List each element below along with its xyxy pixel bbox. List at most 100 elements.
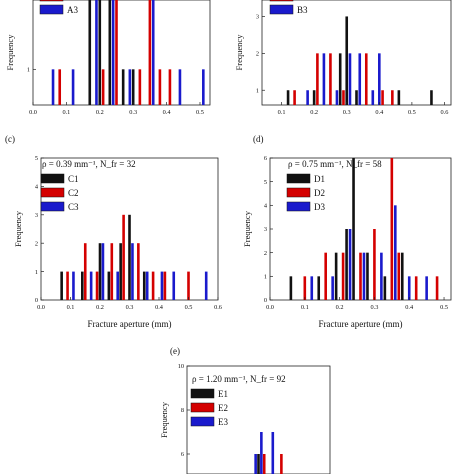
y-tick-label: 3	[35, 212, 38, 219]
bar-blue	[116, 271, 119, 300]
y-tick-label: 0	[264, 297, 267, 304]
x-tick-label: 0.4	[163, 109, 172, 116]
bar-red	[341, 252, 345, 300]
bar-red	[342, 90, 345, 105]
x-tick-label: 0.5	[440, 304, 448, 311]
x-tick-label: 0.0	[266, 304, 274, 311]
bar-black	[81, 271, 84, 300]
bar-black	[334, 252, 338, 300]
bar-red	[148, 0, 152, 105]
y-tick-label: 10	[178, 363, 184, 370]
legend-label: E3	[218, 417, 228, 427]
y-tick-label: 8	[181, 407, 184, 414]
bar-black	[383, 276, 387, 300]
bar-black	[88, 0, 92, 105]
bar-red	[373, 229, 376, 300]
bar-black	[142, 271, 146, 300]
x-tick-label: 0.1	[301, 304, 309, 311]
bar-black	[352, 158, 355, 300]
bar-black	[345, 229, 348, 300]
chart-panel-3: 0.0 0.1 0.2 0.3 0.4 0.5 0 1 2 3 4 5 6 Frequency Fractu…	[242, 134, 452, 329]
panel-tag: (c)	[5, 134, 15, 144]
plot-frame	[186, 365, 331, 474]
legend-label: E2	[218, 403, 228, 413]
legend-swatch	[39, 0, 64, 2]
y-tick-label: 5	[35, 155, 38, 162]
bar-blue	[172, 271, 176, 300]
chart-annotation: ρ = 1.20 mm⁻¹, N_fr = 92	[192, 374, 286, 384]
bar-red	[158, 69, 162, 105]
y-tick-label: 2	[264, 250, 267, 257]
bar-blue	[160, 271, 164, 300]
x-tick-label: 0.3	[343, 109, 351, 116]
x-tick-label: 0.1	[278, 109, 286, 116]
bar-blue	[254, 454, 257, 474]
y-tick-label: 0	[35, 297, 38, 304]
bar-red	[303, 276, 307, 300]
bar-black	[430, 90, 433, 105]
x-axis-label: Fracture aperture (mm)	[88, 319, 172, 329]
y-tick-label: 3	[264, 226, 267, 233]
legend-swatch	[286, 201, 311, 212]
chart-panel-0: 0.0 0.1 0.2 0.3 0.4 0.5 1 Frequency A3	[5, 0, 211, 116]
bar-red	[95, 271, 99, 300]
legend-swatch	[190, 388, 215, 399]
legend-swatch	[40, 201, 65, 212]
bar-blue	[260, 432, 263, 474]
chart-annotation: ρ = 0.39 mm⁻¹, N_fr = 32	[42, 159, 136, 169]
bar-red	[293, 90, 296, 105]
bar-blue	[371, 90, 375, 105]
bar-red	[110, 243, 114, 300]
y-tick-label: 6	[264, 155, 267, 162]
legend-swatch	[190, 402, 215, 413]
chart-panel-4: 6 8 10 Frequency (e) ρ = 1.20 mm⁻¹, N_fr = 92…	[159, 346, 331, 474]
bar-blue	[204, 271, 208, 300]
y-tick-label: 5	[264, 179, 267, 186]
x-tick-label: 0.5	[408, 109, 416, 116]
plot-frame	[261, 0, 452, 106]
x-tick-label: 0.3	[129, 109, 137, 116]
bar-black	[317, 276, 321, 300]
bar-red	[58, 69, 62, 105]
bar-red	[359, 252, 362, 300]
bar-red	[329, 53, 332, 105]
x-tick-label: 0.5	[196, 109, 204, 116]
bar-black	[128, 214, 131, 300]
bar-blue	[101, 243, 105, 300]
bar-blue	[151, 0, 155, 105]
bar-blue	[407, 276, 411, 300]
bar-red	[364, 53, 368, 105]
bar-red	[280, 454, 283, 474]
bar-red	[262, 454, 266, 474]
bar-blue	[51, 69, 55, 105]
legend-swatch	[39, 4, 64, 15]
bar-black	[107, 271, 111, 300]
bar-blue	[378, 53, 381, 105]
panel-tag: (e)	[170, 346, 180, 356]
bar-red	[435, 276, 439, 300]
x-tick-label: 0.2	[96, 304, 104, 311]
bar-blue	[89, 271, 93, 300]
x-axis-label: Fracture aperture (mm)	[319, 319, 403, 329]
legend-label: C3	[68, 202, 79, 212]
y-tick-label: 1	[27, 67, 30, 74]
bar-red	[381, 90, 384, 105]
bar-red	[324, 252, 327, 300]
y-tick-label: 6	[181, 451, 184, 458]
chart-panel-1: 0.1 0.2 0.3 0.4 0.5 0.6 1 2 3 Frequency B3	[234, 0, 452, 116]
bar-black	[338, 53, 342, 105]
bar-black	[366, 252, 369, 300]
legend-swatch	[286, 173, 311, 184]
bar-blue	[145, 271, 149, 300]
x-tick-label: 0.1	[67, 304, 75, 311]
y-tick-label: 1	[256, 87, 259, 94]
bar-black	[400, 252, 404, 300]
legend-label: E1	[218, 389, 228, 399]
bar-black	[98, 0, 102, 105]
legend-swatch	[40, 173, 65, 184]
bar-red	[101, 69, 105, 105]
bar-black	[345, 16, 349, 106]
legend-label: D2	[314, 188, 325, 198]
y-tick-label: 4	[264, 203, 268, 210]
